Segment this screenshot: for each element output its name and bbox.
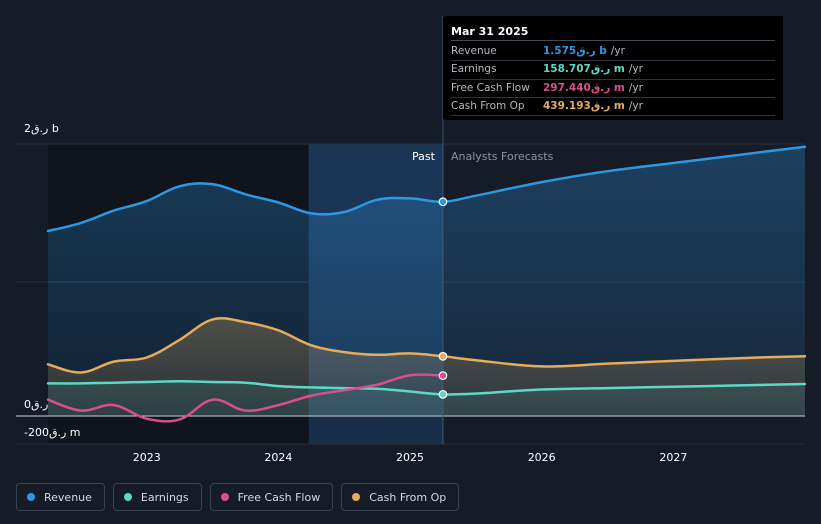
cash-from-op-area: [48, 318, 805, 416]
legend-dot-icon: [220, 493, 229, 501]
legend-item-label: Free Cash Flow: [237, 490, 321, 504]
tooltip-date: Mar 31 2025: [451, 23, 775, 41]
tooltip-row-value: 439.193ر.ق m: [543, 99, 625, 112]
legend-dot-icon: [352, 493, 361, 501]
legend-item-cash-from-op[interactable]: Cash From Op: [341, 483, 460, 511]
legend-item-earnings[interactable]: Earnings: [112, 483, 202, 511]
series-markers: [438, 197, 448, 399]
tooltip-row-free-cash-flow: Free Cash Flow 297.440ر.ق m/yr: [451, 80, 775, 98]
cash-from-op-line: [46, 316, 807, 374]
tooltip-row-value: 158.707ر.ق m: [543, 63, 625, 76]
chart-legend: Revenue Earnings Free Cash Flow Cash From O…: [16, 483, 460, 513]
legend-dot-icon: [123, 493, 132, 501]
legend-item-label: Cash From Op: [369, 490, 447, 504]
legend-item-label: Revenue: [44, 490, 92, 504]
legend-item-revenue[interactable]: Revenue: [16, 483, 105, 511]
past-label: Past: [412, 150, 436, 163]
legend-dot-icon: [27, 493, 35, 501]
y-tick-label: 2ر.ق b: [24, 122, 59, 135]
series-areas: [48, 146, 805, 416]
x-tick-label: 2024: [264, 451, 292, 464]
tooltip-row-revenue: Revenue 1.575ر.ق b/yr: [451, 43, 775, 62]
forecast-label: Analysts Forecasts: [451, 150, 554, 163]
series-lines: [46, 145, 807, 423]
tooltip-row-unit: /yr: [628, 63, 643, 76]
free-cash-flow-line: [46, 373, 445, 423]
y-tick-label: -200ر.ق m: [24, 426, 81, 439]
x-tick-label: 2026: [528, 451, 556, 464]
x-tick-label: 2027: [659, 451, 687, 464]
free-cash-flow-marker: [438, 371, 448, 381]
revenue-line: [46, 145, 807, 233]
tooltip-row-value: 297.440ر.ق m: [543, 81, 625, 94]
tooltip-row-unit: /yr: [610, 45, 625, 57]
earnings-marker: [438, 389, 448, 399]
legend-item-label: Earnings: [140, 490, 189, 504]
axis-labels: 2ر.ق b 0ر.ق -200ر.ق m 2023 2024 2025 2026 2027: [24, 122, 687, 464]
tooltip-row-label: Earnings: [451, 63, 497, 76]
revenue-marker: [438, 197, 448, 207]
legend-item-free-cash-flow[interactable]: Free Cash Flow: [209, 483, 334, 511]
data-tooltip: Mar 31 2025 Revenue 1.575ر.ق b/yr Earnings…: [443, 16, 783, 120]
tooltip-rows: Revenue 1.575ر.ق b/yr Earnings 158.707ر.ق m…: [451, 43, 775, 117]
x-tick-label: 2023: [133, 451, 161, 464]
x-tick-label: 2025: [396, 451, 424, 464]
y-tick-label: 0ر.ق: [24, 398, 48, 411]
tooltip-row-earnings: Earnings 158.707ر.ق m/yr: [451, 61, 775, 80]
cash-from-op-marker: [438, 351, 448, 361]
tooltip-row-label: Cash From Op: [451, 99, 525, 112]
tooltip-row-unit: /yr: [628, 81, 643, 94]
tooltip-row-label: Revenue: [451, 45, 497, 57]
tooltip-row-cash-from-op: Cash From Op 439.193ر.ق m/yr: [451, 98, 775, 117]
tooltip-row-value: 1.575ر.ق b: [543, 45, 607, 57]
tooltip-row-unit: /yr: [628, 99, 643, 112]
tooltip-row-label: Free Cash Flow: [451, 81, 530, 94]
